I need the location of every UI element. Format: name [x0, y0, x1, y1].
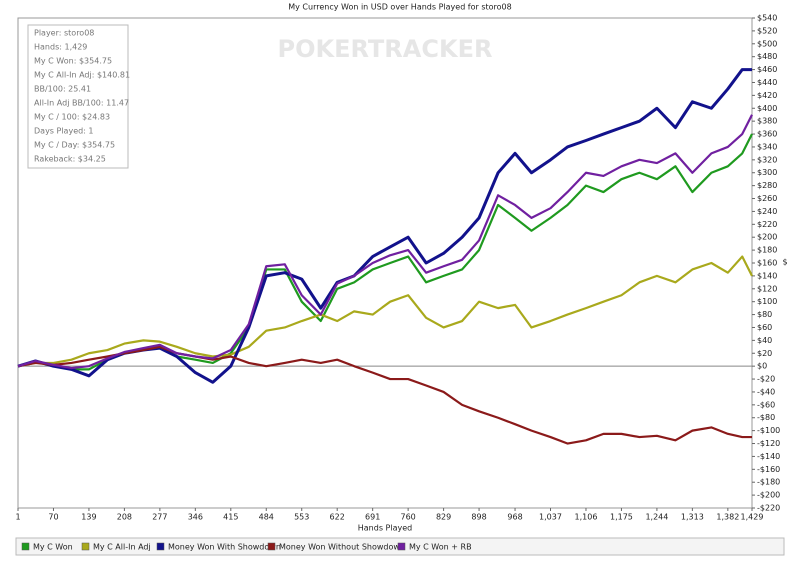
stat-line: My C / 100: $24.83: [34, 113, 110, 122]
y-tick-label: $380: [757, 117, 777, 126]
y-tick-label: $260: [757, 194, 777, 203]
series-line: [17, 255, 753, 368]
x-tick-label: 277: [152, 513, 167, 522]
y-tick-label: $280: [757, 181, 777, 190]
y-tick-label: $320: [757, 155, 777, 164]
y-tick-label: $240: [757, 207, 777, 216]
stat-line: My C All-In Adj: $140.81: [34, 71, 130, 80]
y-tick-label: $140: [757, 271, 777, 280]
x-tick-label: 1,313: [681, 513, 704, 522]
x-tick-label: 622: [330, 513, 345, 522]
y-tick-label: $60: [757, 323, 772, 332]
stat-line: Player: storo08: [34, 29, 94, 38]
y-tick-label: $200: [757, 233, 777, 242]
y-tick-label: $0: [757, 362, 767, 371]
stat-line: BB/100: 25.41: [34, 85, 91, 94]
y-tick-label: -$220: [757, 504, 780, 513]
y-tick-label: $440: [757, 78, 777, 87]
x-tick-label: 70: [48, 513, 58, 522]
legend-swatch: [397, 542, 406, 551]
y-tick-label: $360: [757, 130, 777, 139]
y-tick-label: -$40: [757, 387, 775, 396]
y-tick-label: $540: [757, 14, 777, 23]
x-tick-label: 760: [400, 513, 415, 522]
y-tick-label: -$180: [757, 478, 780, 487]
legend-swatch: [267, 542, 276, 551]
y-tick-label: $500: [757, 39, 777, 48]
y-tick-label: $220: [757, 220, 777, 229]
x-tick-label: 1,037: [539, 513, 562, 522]
y-tick-label: $40: [757, 336, 772, 345]
x-tick-label: 1,429: [741, 513, 764, 522]
watermark: POKERTRACKER: [278, 35, 493, 63]
y-tick-label: $160: [757, 259, 777, 268]
y-tick-label: -$200: [757, 491, 780, 500]
x-tick-label: 346: [188, 513, 203, 522]
y-tick-label: $480: [757, 52, 777, 61]
x-tick-label: 139: [81, 513, 96, 522]
x-tick-label: 1,106: [575, 513, 598, 522]
y-tick-label: $340: [757, 142, 777, 151]
legend-swatch: [21, 542, 30, 551]
y-tick-label: $180: [757, 246, 777, 255]
x-tick-label: 1,244: [645, 513, 668, 522]
y-tick-label: $420: [757, 91, 777, 100]
legend-label: Money Won With Showdown: [168, 543, 281, 552]
stat-line: All-In Adj BB/100: 11.47: [34, 99, 129, 108]
legend-label: My C Won + RB: [409, 543, 472, 552]
stat-line: Rakeback: $34.25: [34, 155, 106, 164]
x-tick-label: 1,382: [716, 513, 739, 522]
x-tick-label: 829: [436, 513, 451, 522]
stat-line: My C Won: $354.75: [34, 57, 112, 66]
legend-label: Money Won Without Showdown: [279, 543, 405, 552]
x-axis-label: Hands Played: [358, 524, 412, 533]
y-tick-label: -$20: [757, 375, 775, 384]
stats-box: [27, 24, 129, 169]
x-tick-label: 1: [15, 513, 20, 522]
y-tick-label: $460: [757, 65, 777, 74]
y-tick-label: -$80: [757, 413, 775, 422]
legend-swatch: [81, 542, 90, 551]
y-tick-label: $80: [757, 310, 772, 319]
y-tick-label: $400: [757, 104, 777, 113]
x-tick-label: 553: [294, 513, 309, 522]
stat-line: My C / Day: $354.75: [34, 141, 115, 150]
series-line: [17, 345, 752, 445]
stat-line: Hands: 1,429: [34, 43, 87, 52]
y-tick-label: -$120: [757, 439, 780, 448]
x-tick-label: 898: [471, 513, 486, 522]
x-tick-label: 484: [259, 513, 274, 522]
x-tick-label: 208: [117, 513, 132, 522]
y-tick-label: -$140: [757, 452, 780, 461]
legend-label: My C Won: [33, 543, 73, 552]
x-tick-label: 415: [223, 513, 238, 522]
legend-swatch: [156, 542, 165, 551]
chart-title: My Currency Won in USD over Hands Played…: [288, 3, 512, 12]
x-tick-label: 691: [365, 513, 380, 522]
y-tick-label: $300: [757, 168, 777, 177]
y-tick-label: -$160: [757, 465, 780, 474]
x-tick-label: 968: [507, 513, 522, 522]
series-line: [17, 114, 753, 370]
y-tick-label: -$100: [757, 426, 780, 435]
y-tick-label: $120: [757, 284, 777, 293]
y-tick-label: $100: [757, 297, 777, 306]
y-axis-label: $: [782, 258, 787, 267]
legend-label: My C All-In Adj: [93, 543, 151, 552]
y-tick-label: -$60: [757, 400, 775, 409]
y-tick-label: $520: [757, 26, 777, 35]
y-tick-label: $20: [757, 349, 772, 358]
x-tick-label: 1,175: [610, 513, 633, 522]
stat-line: Days Played: 1: [34, 127, 94, 136]
